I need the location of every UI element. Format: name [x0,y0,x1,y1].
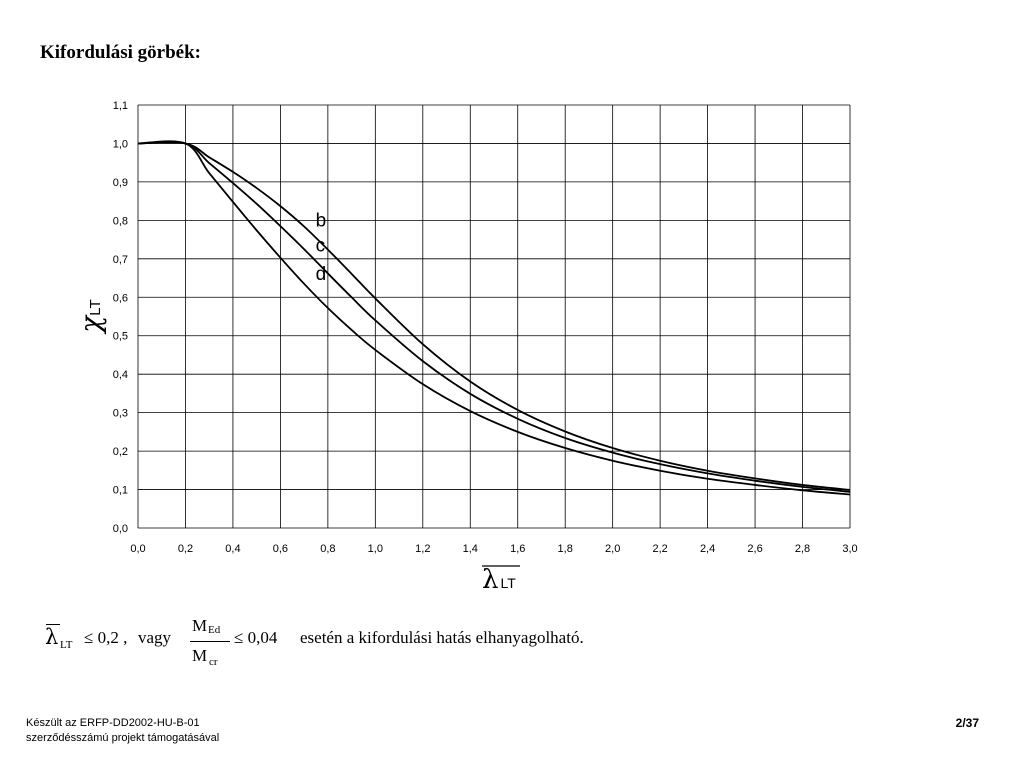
condition-formula: λ LT ≤ 0,2 , vagy M Ed M cr ≤ 0,04 eseté… [42,614,682,674]
formula-numerator-sub: Ed [208,624,221,636]
y-tick-label: 1,1 [113,100,128,112]
x-tick-label: 0,8 [320,543,335,555]
y-axis-label-main: χ [74,314,107,335]
formula-condition-2: ≤ 0,04 [234,628,278,647]
y-tick-label: 0,1 [113,485,128,497]
slide-title: Kifordulási görbék: [40,42,201,63]
formula-lambda: λ [45,625,59,649]
x-axis-label-sub: LT [500,575,516,591]
svg-text:χLT: χLT [74,299,107,334]
x-tick-label: 2,4 [700,543,715,555]
formula-or: vagy [138,628,172,647]
x-tick-label: 2,6 [747,543,762,555]
y-axis-label-sub: LT [87,299,104,315]
footer-line-2: szerződésszámú projekt támogatásával [26,732,220,744]
formula-lambda-bar [46,624,60,625]
footer: Készült az ERFP-DD2002-HU-B-01 szerződés… [26,716,219,746]
formula-denominator-sub: cr [209,656,218,668]
svg-text:λLT: λ LT [482,565,516,595]
formula-condition-1: ≤ 0,2 , [84,628,128,647]
formula-fraction-bar [190,641,230,642]
x-tick-label: 3,0 [842,543,857,555]
curve-label-b: b [316,210,327,231]
x-tick-label: 1,0 [368,543,383,555]
formula-denominator: M [192,646,208,665]
x-tick-labels: 0,0 0,2 0,4 0,6 0,8 1,0 1,2 1,4 1,6 1,8 2,0 2,2 2,4 2… [130,543,857,555]
y-tick-labels: 0,0 0,1 0,2 0,3 0,4 0,5 0,6 0,7 0,8 0,9 1,0 1,1 [113,100,128,535]
x-tick-label: 1,4 [463,543,478,555]
series-line-b [137,141,851,491]
chart-grid [137,104,851,529]
footer-line-1: Készült az ERFP-DD2002-HU-B-01 [26,717,200,729]
chart-series [137,140,851,496]
series-line-c [137,141,851,493]
x-tick-label: 1,2 [415,543,430,555]
curve-label-c: c [316,235,326,256]
formula-text: esetén a kifordulási hatás elhanyagolhat… [300,628,584,647]
x-tick-label: 2,0 [605,543,620,555]
curve-label-d: d [316,264,327,285]
y-tick-label: 0,6 [113,292,128,304]
series-line-d [137,140,851,496]
x-tick-label: 0,0 [130,543,145,555]
y-tick-label: 0,4 [113,369,128,381]
y-axis-label: χLT [74,299,107,334]
x-tick-label: 0,6 [273,543,288,555]
y-tick-label: 0,8 [113,215,128,227]
curve-labels: bcd [316,210,327,285]
buckling-curves-chart: 0,0 0,1 0,2 0,3 0,4 0,5 0,6 0,7 0,8 0,9 1,0 1,1 0,0… [74,100,858,595]
x-tick-label: 2,8 [795,543,810,555]
y-tick-label: 0,5 [113,331,128,343]
x-tick-label: 0,2 [178,543,193,555]
x-tick-label: 1,8 [558,543,573,555]
x-axis-label: λ LT [482,565,520,595]
y-tick-label: 0,7 [113,254,128,266]
x-tick-label: 1,6 [510,543,525,555]
y-tick-label: 0,3 [113,408,128,420]
x-axis-label-main: λ [482,565,498,595]
formula-numerator: M [192,616,208,635]
y-tick-label: 0,9 [113,177,128,189]
y-tick-label: 0,2 [113,446,128,458]
formula-lambda-sub: LT [60,639,73,651]
page-number: 2/37 [955,716,979,730]
x-tick-label: 2,2 [652,543,667,555]
x-tick-label: 0,4 [225,543,240,555]
y-tick-label: 0,0 [113,523,128,535]
y-tick-label: 1,0 [113,138,128,150]
